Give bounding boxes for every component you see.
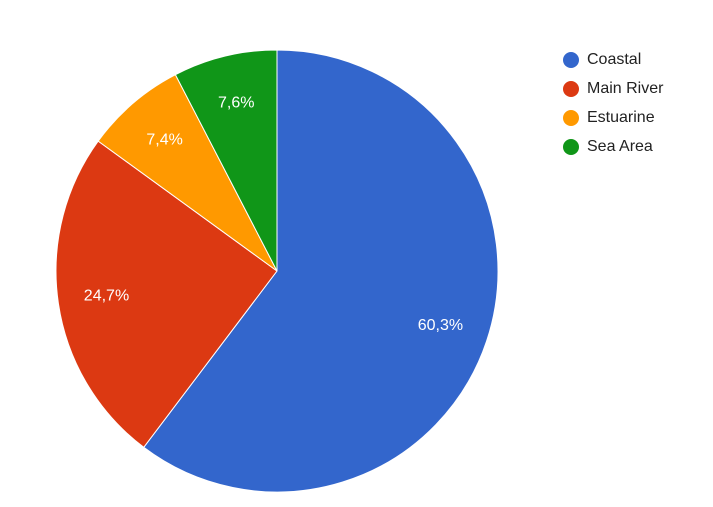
legend-label: Sea Area: [587, 138, 653, 155]
slice-label: 24,7%: [84, 288, 129, 305]
legend-label: Coastal: [587, 51, 641, 68]
legend-label: Estuarine: [587, 109, 655, 126]
legend-swatch: [563, 139, 579, 155]
pie-slice: [143, 49, 499, 493]
pie-slice: [97, 74, 278, 272]
slice-label: 7,4%: [146, 131, 182, 148]
pie-slice: [55, 140, 278, 449]
legend-swatch: [563, 110, 579, 126]
pie-slice: [174, 49, 278, 272]
legend-swatch: [563, 81, 579, 97]
slice-label: 60,3%: [418, 317, 463, 334]
legend-label: Main River: [587, 80, 664, 97]
legend-swatch: [563, 52, 579, 68]
slice-label: 7,6%: [218, 95, 254, 112]
